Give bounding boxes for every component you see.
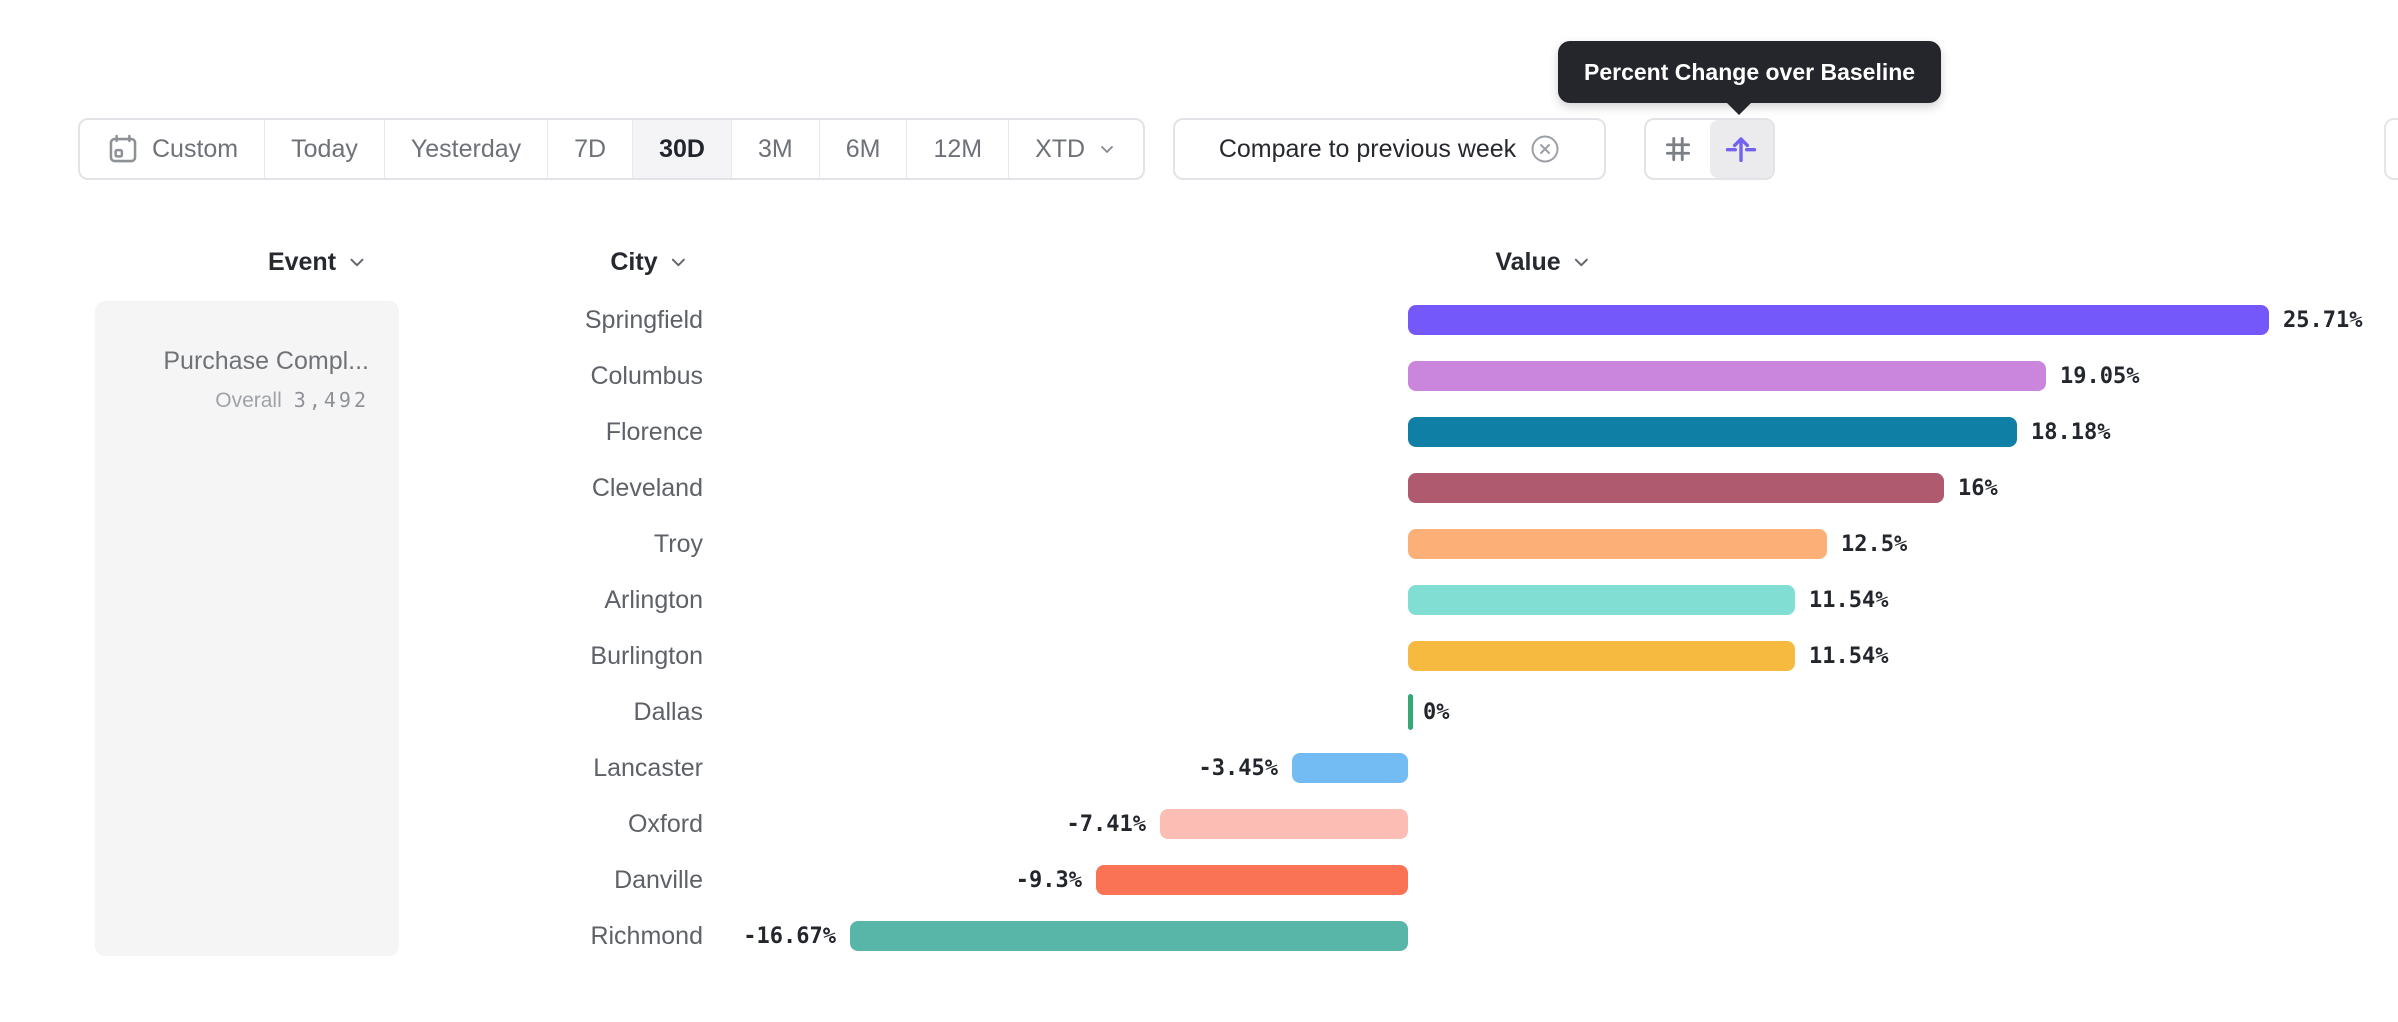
value-label: -7.41% (1066, 811, 1146, 837)
date-range-label: 30D (659, 134, 705, 163)
value-label: -3.45% (1198, 755, 1278, 781)
city-label: Danville (614, 865, 703, 894)
city-label: Arlington (604, 585, 703, 614)
value-bar[interactable] (1408, 585, 1795, 615)
partial-button-right-edge[interactable] (2384, 118, 2398, 180)
event-name: Purchase Compl... (163, 347, 369, 375)
value-bar[interactable] (1292, 753, 1408, 783)
value-label: 11.54% (1809, 587, 1889, 613)
date-range-label: 7D (574, 134, 607, 163)
date-range-12m[interactable]: 12M (907, 120, 1010, 178)
date-range-3m[interactable]: 3M (732, 120, 820, 178)
column-header-city-label: City (610, 247, 658, 276)
column-header-value[interactable]: Value (1495, 246, 1592, 278)
percent-change-baseline-icon (1724, 132, 1758, 166)
tooltip-caret (1726, 102, 1752, 115)
date-range-label: 6M (845, 134, 881, 163)
value-bar[interactable] (1160, 809, 1408, 839)
compare-chip[interactable]: Compare to previous week (1173, 118, 1606, 180)
chevron-down-icon (672, 258, 686, 267)
date-range-label: XTD (1035, 134, 1086, 163)
column-header-event-label: Event (267, 247, 337, 276)
event-overall-row: Overall 3,492 (105, 388, 369, 413)
chart-row: Florence 18.18% (0, 404, 2398, 460)
event-card[interactable]: Purchase Compl... Overall 3,492 (95, 301, 399, 956)
chart-row: Richmond -16.67% (0, 908, 2398, 964)
value-label: 16% (1958, 475, 1998, 501)
value-bar[interactable] (1408, 641, 1795, 671)
date-range-label: Today (291, 134, 358, 163)
value-bar[interactable] (1408, 417, 2017, 447)
date-range-label: Yesterday (410, 134, 522, 163)
city-label: Burlington (590, 641, 703, 670)
column-header-city[interactable]: City (610, 246, 689, 278)
tooltip-text: Percent Change over Baseline (1584, 58, 1916, 85)
chart-row: Dallas 0% (0, 684, 2398, 740)
chart-row: Danville -9.3% (0, 852, 2398, 908)
compare-chip-label: Compare to previous week (1218, 134, 1517, 163)
date-range-30d[interactable]: 30D (633, 120, 732, 178)
value-label: 19.05% (2060, 363, 2140, 389)
circle-x-icon[interactable] (1530, 134, 1560, 164)
date-range-label: 12M (933, 134, 983, 163)
date-range-yesterday[interactable]: Yesterday (385, 120, 549, 178)
city-label: Oxford (627, 809, 703, 838)
city-label: Cleveland (591, 473, 703, 502)
tooltip-percent-change-over-baseline: Percent Change over Baseline (1558, 41, 1942, 115)
chart-row: Columbus 19.05% (0, 348, 2398, 404)
bar-chart: Springfield 25.71% Columbus 19.05% Florence 1… (0, 292, 2398, 964)
value-label: 0% (1423, 699, 1450, 725)
city-label: Lancaster (593, 753, 703, 782)
city-label: Troy (653, 529, 703, 558)
value-bar[interactable] (1408, 473, 1944, 503)
value-bar[interactable] (1408, 529, 1827, 559)
view-toggle-group (1644, 118, 1775, 180)
date-range-toolbar: Custom Today Yesterday 7D 30D 3M 6M 12M XTD (78, 118, 1146, 180)
value-label: -9.3% (1015, 867, 1082, 893)
hash-icon (1661, 132, 1695, 166)
city-label: Dallas (633, 697, 703, 726)
chart-row: Burlington 11.54% (0, 628, 2398, 684)
value-label: 11.54% (1809, 643, 1889, 669)
hash-view-button[interactable] (1646, 120, 1710, 178)
date-range-label: Custom (152, 134, 239, 163)
value-label: 25.71% (2283, 307, 2363, 333)
value-bar[interactable] (1096, 865, 1408, 895)
chevron-down-icon (350, 258, 364, 267)
chart-row: Arlington 11.54% (0, 572, 2398, 628)
city-label: Columbus (590, 361, 703, 390)
date-range-custom[interactable]: Custom (80, 120, 266, 178)
chevron-down-icon (1575, 258, 1589, 267)
column-header-event[interactable]: Event (268, 246, 368, 278)
city-label: Florence (605, 417, 703, 446)
date-range-7d[interactable]: 7D (548, 120, 634, 178)
calendar-icon (106, 132, 140, 166)
value-label: 12.5% (1841, 531, 1908, 557)
event-overall-value: 3,492 (293, 387, 369, 412)
value-bar[interactable] (850, 921, 1408, 951)
value-label: -16.67% (743, 923, 836, 949)
date-range-label: 3M (757, 134, 793, 163)
event-overall-label: Overall (215, 388, 282, 412)
city-label: Springfield (584, 305, 703, 334)
date-range-today[interactable]: Today (265, 120, 385, 178)
chevron-down-icon (1097, 139, 1117, 159)
date-range-6m[interactable]: 6M (820, 120, 908, 178)
chart-row: Oxford -7.41% (0, 796, 2398, 852)
chart-row: Troy 12.5% (0, 516, 2398, 572)
chart-row: Lancaster -3.45% (0, 740, 2398, 796)
zero-value-bar[interactable] (1408, 694, 1413, 730)
date-range-xtd[interactable]: XTD (1009, 120, 1143, 178)
value-bar[interactable] (1408, 361, 2046, 391)
city-label: Richmond (590, 921, 703, 950)
chart-row: Springfield 25.71% (0, 292, 2398, 348)
chart-row: Cleveland 16% (0, 460, 2398, 516)
column-header-value-label: Value (1495, 247, 1561, 276)
value-label: 18.18% (2031, 419, 2111, 445)
percent-change-baseline-button[interactable] (1709, 120, 1773, 178)
value-bar[interactable] (1408, 305, 2269, 335)
